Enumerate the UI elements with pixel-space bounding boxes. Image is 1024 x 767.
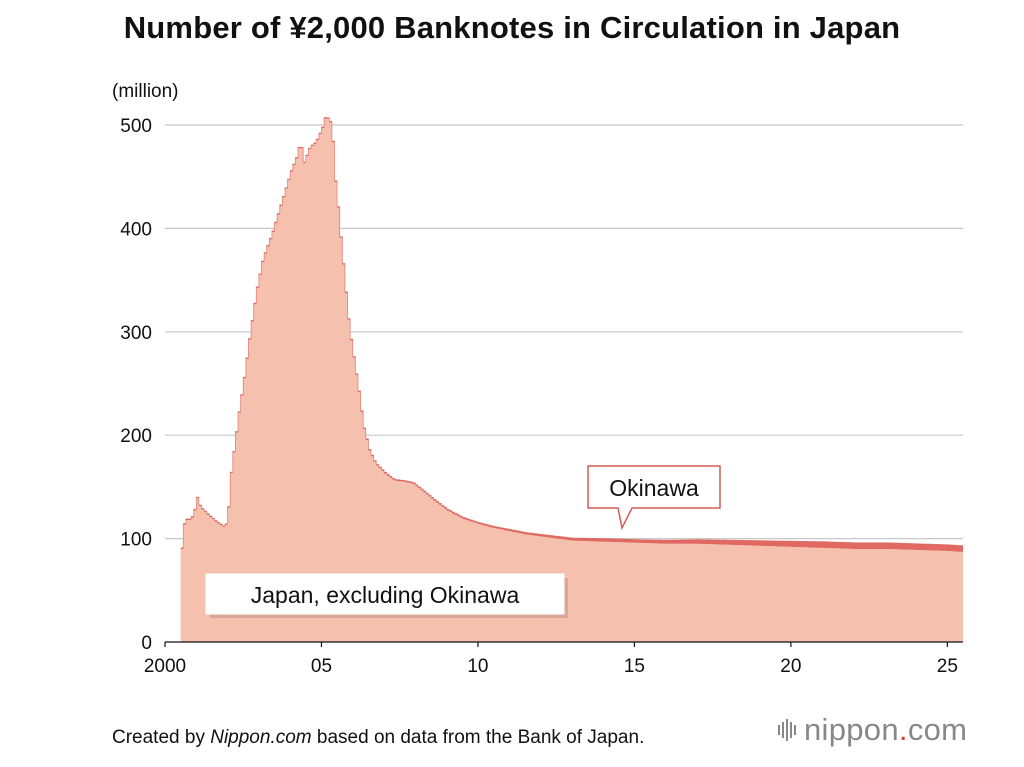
source-prefix: Created by <box>112 727 211 748</box>
x-tick-label: 15 <box>624 656 645 677</box>
plot-areas <box>165 117 964 643</box>
y-tick-label: 400 <box>120 219 152 240</box>
y-tick-label: 300 <box>120 323 152 344</box>
okinawa-callout-box <box>587 465 721 531</box>
logo-name: nippon <box>804 712 899 747</box>
y-tick-label: 500 <box>120 116 152 137</box>
source-note: Created by Nippon.com based on data from… <box>112 727 644 749</box>
okinawa-callout: Okinawa <box>587 465 721 531</box>
y-tick-label: 200 <box>120 426 152 447</box>
japan-callout-label: Japan, excluding Okinawa <box>251 582 520 608</box>
x-tick-label: 10 <box>467 656 488 677</box>
bars-icon <box>778 719 796 741</box>
chart-title: Number of ¥2,000 Banknotes in Circulatio… <box>123 10 901 45</box>
callouts: Okinawa Japan, excluding Okinawa <box>205 465 721 618</box>
japan-callout-box <box>205 573 565 615</box>
y-unit-label: (million) <box>112 81 179 102</box>
y-tick-label: 0 <box>141 633 152 654</box>
x-tick-label: 2000 <box>144 656 186 677</box>
x-axis-labels: 2000 05 10 15 20 25 <box>144 642 958 677</box>
nippon-logo: nippon. com <box>778 712 967 748</box>
series-japan-excluding-okinawa <box>180 118 963 642</box>
okinawa-callout-label: Okinawa <box>609 475 699 501</box>
japan-callout: Japan, excluding Okinawa <box>205 573 568 618</box>
logo-dot: . <box>898 712 908 747</box>
x-tick-label: 25 <box>937 656 958 677</box>
source-suffix: based on data from the Bank of Japan. <box>311 727 645 748</box>
x-tick-label: 20 <box>780 656 801 677</box>
x-tick-label: 05 <box>311 656 332 677</box>
logo-tld: com <box>907 712 968 747</box>
series-top-edge <box>180 117 964 549</box>
source-name: Nippon.com <box>210 727 312 748</box>
y-axis-labels: 0 100 200 300 400 500 <box>120 116 152 654</box>
y-tick-label: 100 <box>120 530 152 551</box>
